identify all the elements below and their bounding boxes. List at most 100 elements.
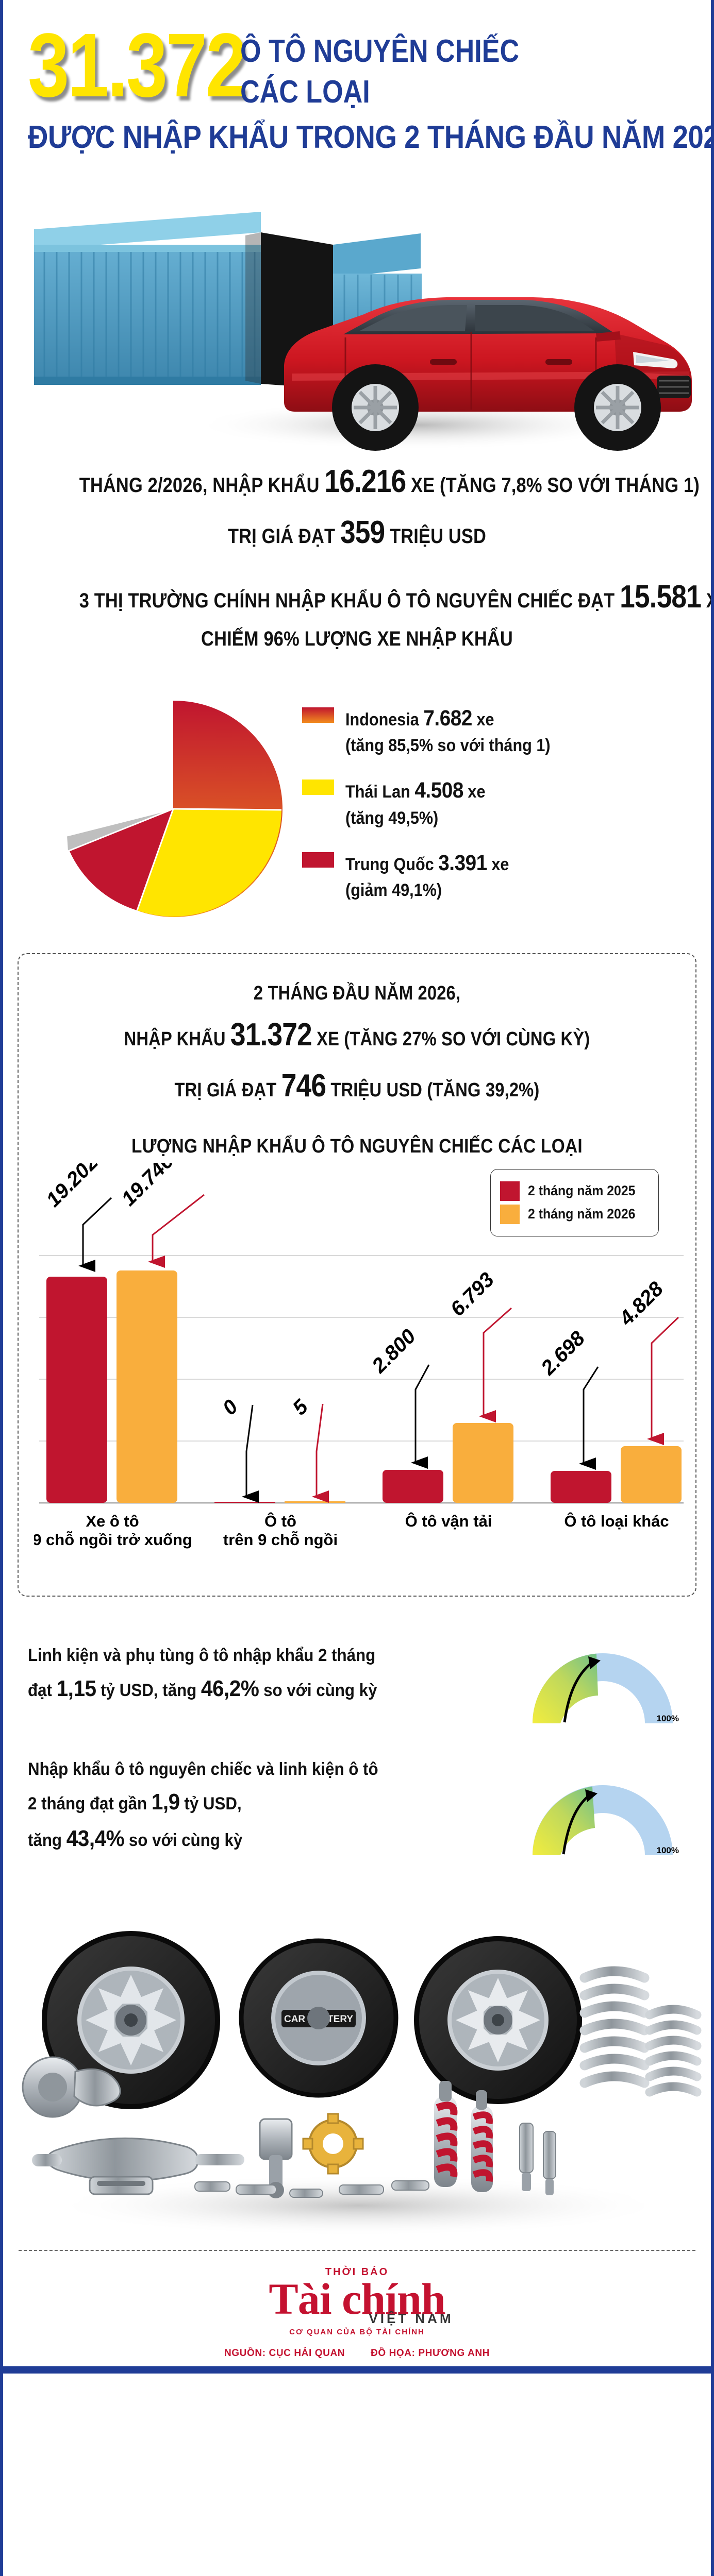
month-stat-line-2: TRỊ GIÁ ĐẠT 359 TRIỆU USD — [79, 507, 635, 558]
gauge-1-text-line1: Linh kiện và phụ tùng ô tô nhập khẩu 2 t… — [28, 1646, 376, 1666]
month-stat-line-3-suffix: XE — [701, 589, 711, 612]
bar-chart-svg: 19.202 19.746 0 5 2.800 6.793 2.698 4.82… — [34, 1163, 684, 1549]
legend-note-trungquoc: (giảm 49,1%) — [345, 880, 442, 900]
gauge-2-text: Nhập khẩu ô tô nguyên chiếc và linh kiện… — [28, 1755, 471, 1857]
x-label-group4-line1: Ô tô loại khác — [564, 1512, 669, 1530]
legend-text-thailan: Thái Lan 4.508 xe (tăng 49,5%) — [345, 775, 485, 830]
bar-2025-group3 — [383, 1469, 443, 1503]
bar-label-2026-group1: 19.746 — [117, 1163, 178, 1210]
headline-line-1: Ô TÔ NGUYÊN CHIẾC — [240, 33, 520, 69]
panel-stat-line-2-value: 31.372 — [230, 1017, 312, 1053]
car-shadow — [194, 400, 637, 450]
panel-stat-line-2-suffix: XE (TĂNG 27% SO VỚI CÙNG KỲ) — [311, 1028, 590, 1050]
gauge-2-text-mid: tỷ USD, — [179, 1793, 242, 1814]
two-month-panel: 2 THÁNG ĐẦU NĂM 2026, NHẬP KHẨU 31.372 X… — [18, 953, 696, 1597]
bar-2025-group2 — [214, 1501, 275, 1503]
hero-illustration — [34, 211, 692, 451]
bar-legend-item-2026: 2 tháng năm 2026 — [500, 1204, 645, 1224]
bar-legend-item-2025: 2 tháng năm 2025 — [500, 1181, 645, 1201]
gauge-1-value-usd: 1,15 — [56, 1675, 96, 1701]
month-stat-line-3-value: 15.581 — [620, 579, 702, 615]
month-stat-line-1-suffix: XE (TĂNG 7,8% SO VỚI THÁNG 1) — [406, 473, 700, 497]
legend-item-trungquoc: Trung Quốc 3.391 xe (giảm 49,1%) — [302, 848, 711, 903]
panel-stat-line-3-value: 746 — [281, 1068, 326, 1104]
legend-swatch-trungquoc — [302, 852, 334, 868]
month-stat-line-1: THÁNG 2/2026, NHẬP KHẨU 16.216 XE (TĂNG … — [79, 456, 700, 507]
gauge-1-text-prefix: đạt — [28, 1680, 57, 1700]
credit-graphics: ĐỒ HỌA: PHƯƠNG ANH — [371, 2348, 490, 2359]
gauge-1-value-percent: 46,2% — [201, 1675, 259, 1701]
legend-item-thailan: Thái Lan 4.508 xe (tăng 49,5%) — [302, 775, 711, 830]
x-label-group1-line2: 9 chỗ ngồi trở xuống — [34, 1531, 192, 1549]
gauge-1: 100% — [515, 1620, 690, 1728]
bolt-icon-row — [194, 2180, 429, 2198]
legend-unit-indonesia: xe — [476, 710, 494, 730]
footer: THỜI BÁO Tài chính VIỆT NAM CƠ QUAN CỦA … — [3, 2251, 711, 2367]
tyre-icon-center: CAR BATTERY — [239, 1938, 398, 2098]
logo-title: Tài chính — [269, 2274, 445, 2324]
gauge-2-text-prefix2: tăng — [28, 1831, 67, 1851]
month-stat-line-4: CHIẾM 96% LƯỢNG XE NHẬP KHẨU — [201, 628, 513, 651]
gauge-1-text-suffix: so với cùng kỳ — [259, 1680, 377, 1700]
legend-item-indonesia: Indonesia 7.682 xe (tăng 85,5% so với th… — [302, 703, 711, 758]
bar-legend-label-2025: 2 tháng năm 2025 — [528, 1183, 636, 1199]
gear-icon — [302, 2113, 364, 2175]
header: 31.372 Ô TÔ NGUYÊN CHIẾC CÁC LOẠI ĐƯỢC N… — [3, 0, 711, 155]
bar-label-2025-group1: 19.202 — [42, 1163, 103, 1211]
legend-unit-trungquoc: xe — [491, 854, 509, 874]
piston-icon — [259, 2118, 293, 2198]
bar-label-2025-group2: 0 — [218, 1395, 242, 1419]
bar-2025-group1 — [46, 1276, 107, 1503]
panel-stat-line-2: NHẬP KHẨU 31.372 XE (TĂNG 27% SO VỚI CÙN… — [79, 1009, 635, 1060]
legend-value-trungquoc: 3.391 — [438, 850, 487, 875]
bar-2026-group2 — [285, 1501, 345, 1503]
spark-plug-icon — [519, 2122, 556, 2195]
headline-subline: ĐƯỢC NHẬP KHẨU TRONG 2 THÁNG ĐẦU NĂM 202… — [28, 119, 714, 155]
legend-note-thailan: (tăng 49,5%) — [345, 808, 439, 828]
gauge-2-max-label: 100% — [657, 1845, 679, 1855]
panel-stat-line-1: 2 THÁNG ĐẦU NĂM 2026, — [253, 982, 461, 1005]
muffler-icon — [32, 2137, 244, 2182]
pie-chart-section: Indonesia 7.682 xe (tăng 85,5% so với th… — [3, 680, 711, 938]
gauge-2-text-prefix: 2 tháng đạt gần — [28, 1793, 152, 1814]
gauge-2-value-usd: 1,9 — [151, 1789, 180, 1815]
bar-2026-group1 — [117, 1270, 177, 1503]
legend-value-indonesia: 7.682 — [423, 706, 472, 731]
brake-pad-icon — [89, 2176, 154, 2195]
footer-divider — [19, 2249, 695, 2251]
gauge-1-needle-icon — [588, 1656, 601, 1669]
month-stat-line-2-value: 359 — [340, 515, 385, 551]
gauge-row-2: Nhập khẩu ô tô nguyên chiếc và linh kiện… — [28, 1752, 690, 1860]
bar-chart: 2 tháng năm 2025 2 tháng năm 2026 — [34, 1163, 689, 1575]
panel-stat-line-2-prefix: NHẬP KHẨU — [124, 1028, 230, 1050]
pie-chart — [60, 690, 287, 927]
gauge-1-progress — [533, 1653, 598, 1723]
month-stats-block: THÁNG 2/2026, NHẬP KHẨU 16.216 XE (TĂNG … — [3, 456, 711, 656]
pie-slice-trungquoc — [69, 809, 173, 911]
panel-stat-line-3: TRỊ GIÁ ĐẠT 746 TRIỆU USD (TĂNG 39,2%) — [79, 1060, 635, 1111]
bar-label-2025-group4: 2.698 — [537, 1327, 590, 1380]
gauge-2-value-percent: 43,4% — [66, 1826, 125, 1852]
bar-label-2026-group4: 4.828 — [615, 1277, 668, 1330]
tyre-icon-right — [414, 1936, 582, 2104]
bar-chart-legend: 2 tháng năm 2025 2 tháng năm 2026 — [490, 1168, 659, 1236]
gauge-row-1: Linh kiện và phụ tùng ô tô nhập khẩu 2 t… — [28, 1620, 690, 1728]
gauge-2-progress — [533, 1786, 595, 1855]
shock-absorber-icon-2 — [471, 2090, 493, 2192]
wheel-front — [574, 364, 661, 451]
legend-text-trungquoc: Trung Quốc 3.391 xe (giảm 49,1%) — [345, 848, 509, 903]
bar-label-2026-group2: 5 — [288, 1395, 312, 1419]
bar-chart-title: LƯỢNG NHẬP KHẨU Ô TÔ NGUYÊN CHIẾC CÁC LO… — [131, 1135, 583, 1157]
legend-swatch-thailan — [302, 779, 334, 795]
legend-note-indonesia: (tăng 85,5% so với tháng 1) — [345, 736, 551, 756]
red-car-icon — [284, 297, 692, 451]
shock-absorber-icon-1 — [434, 2080, 458, 2187]
credit-source: NGUỒN: CỤC HẢI QUAN — [224, 2348, 345, 2359]
legend-name-thailan: Thái Lan — [345, 782, 410, 802]
month-stat-line-1-prefix: THÁNG 2/2026, NHẬP KHẨU — [79, 473, 325, 497]
hero-image-container-and-car — [3, 167, 711, 456]
gauge-2: 100% — [515, 1752, 690, 1860]
coil-spring-icon-1 — [579, 1966, 650, 2088]
headline-right: Ô TÔ NGUYÊN CHIẾC CÁC LOẠI — [240, 27, 572, 113]
